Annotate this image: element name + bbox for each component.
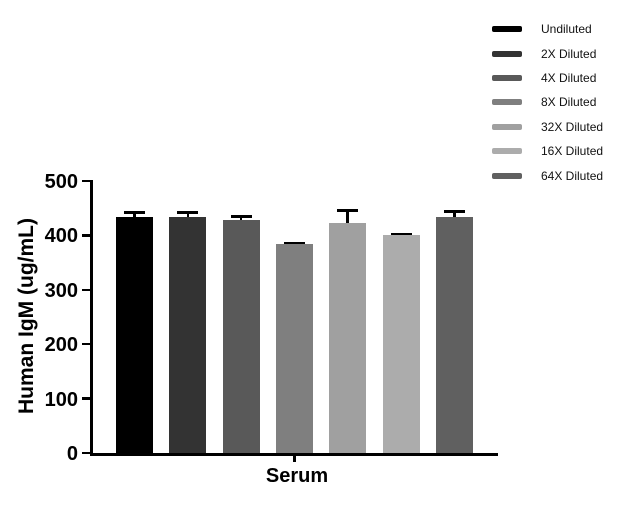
y-axis-title: Human IgM (ug/mL) — [15, 218, 38, 414]
bar-16x-diluted — [382, 235, 420, 453]
bar-8x-diluted — [275, 244, 313, 453]
legend-item: 32X Diluted — [492, 115, 603, 139]
y-tick-label: 300 — [44, 279, 78, 302]
legend-item: 8X Diluted — [492, 90, 603, 114]
legend-label: 16X Diluted — [541, 144, 604, 159]
legend: Undiluted 2X Diluted 4X Diluted 8X Diluted 3… — [492, 17, 603, 188]
error-bar-cap — [283, 241, 305, 245]
error-bar-cap — [390, 232, 412, 236]
y-tick-label: 500 — [44, 171, 78, 193]
y-tick-label: 100 — [44, 388, 78, 411]
error-bar-cap — [124, 211, 145, 215]
legend-label: 4X Diluted — [541, 70, 597, 85]
y-tick — [82, 234, 90, 237]
y-tick — [82, 451, 90, 455]
y-tick — [82, 179, 90, 183]
error-bar-cap — [337, 208, 359, 212]
bar-64x-diluted — [435, 217, 473, 453]
y-axis-line — [90, 180, 93, 456]
y-tick — [82, 397, 90, 400]
error-bar-cap — [230, 214, 252, 218]
y-tick — [82, 288, 90, 292]
error-bar-cap — [443, 209, 465, 213]
legend-swatch — [492, 148, 522, 155]
legend-label: 2X Diluted — [541, 46, 597, 61]
legend-label: 64X Diluted — [541, 168, 604, 183]
legend-label: 8X Diluted — [541, 95, 597, 110]
error-bar-stem — [346, 208, 349, 223]
bar-undiluted — [116, 217, 153, 453]
y-tick-label: 0 — [66, 443, 78, 465]
legend-swatch — [492, 172, 522, 179]
y-tick-label: 200 — [44, 334, 78, 357]
legend-item: 64X Diluted — [492, 163, 603, 187]
legend-swatch — [492, 123, 522, 130]
legend-label: Undiluted — [541, 22, 592, 37]
legend-swatch — [492, 74, 522, 81]
bar-32x-diluted — [329, 222, 367, 453]
legend-swatch — [492, 50, 522, 57]
legend-item: Undiluted — [492, 17, 603, 41]
x-axis-tick — [293, 456, 296, 462]
legend-item: 2X Diluted — [492, 41, 603, 65]
legend-swatch — [492, 99, 522, 106]
x-axis-label: Serum — [265, 465, 329, 487]
bar-2x-diluted — [169, 216, 207, 453]
y-tick-label: 400 — [44, 225, 78, 248]
error-bar-cap — [177, 210, 199, 214]
x-axis-line — [90, 453, 498, 456]
bar-4x-diluted — [222, 219, 260, 453]
y-tick — [82, 342, 90, 346]
legend-swatch — [492, 26, 522, 33]
legend-item: 4X Diluted — [492, 66, 603, 90]
legend-label: 32X Diluted — [541, 119, 604, 134]
legend-item: 16X Diluted — [492, 139, 603, 163]
error-bar-stem — [453, 209, 456, 218]
